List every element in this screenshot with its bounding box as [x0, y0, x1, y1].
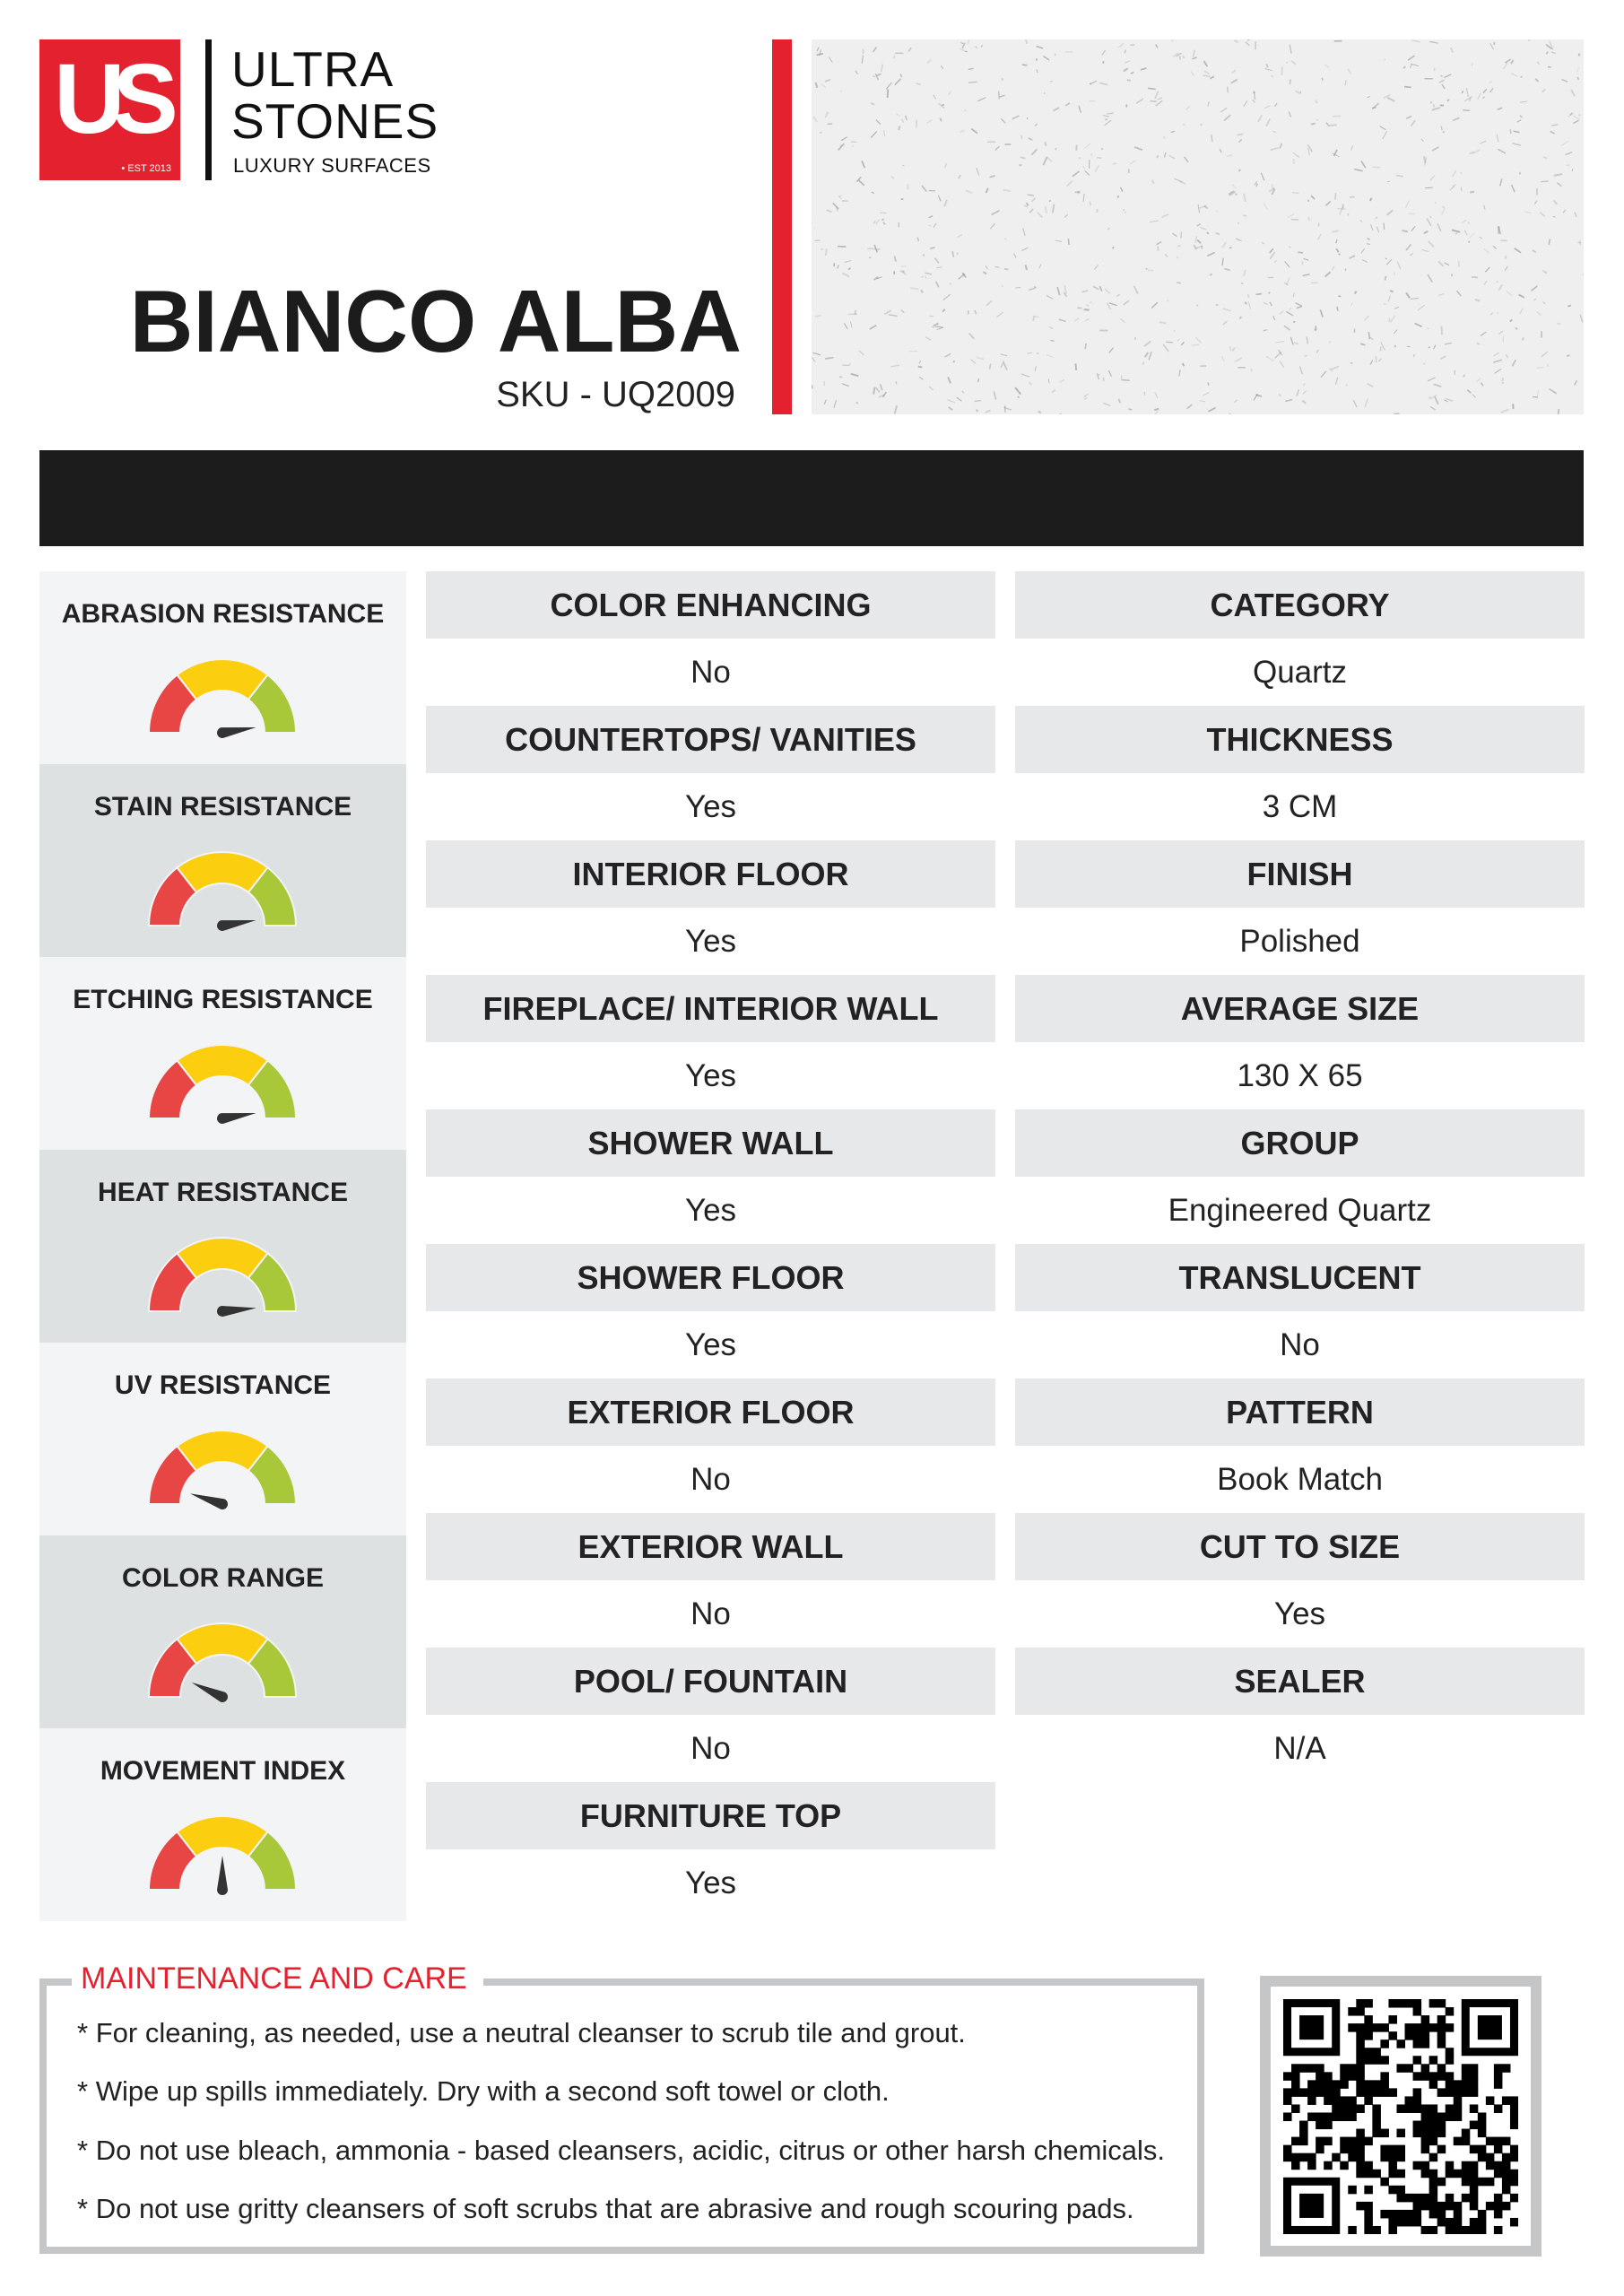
spec-value: Yes [684, 1865, 737, 1900]
spec-column-properties: CATEGORY Quartz THICKNESS 3 CM FINISH Polishe… [1015, 571, 1585, 1782]
spec-value: No [690, 654, 731, 690]
gauge-segment-high [247, 1444, 298, 1505]
product-sku: SKU - UQ2009 [496, 375, 735, 414]
gauge-segment-high [247, 673, 298, 734]
spec-label: SHOWER FLOOR [426, 1244, 995, 1311]
brand-name-line2: STONES [231, 93, 439, 149]
gauge-stain-resistance: STAIN RESISTANCE [39, 764, 406, 957]
gauge-needle [191, 1682, 228, 1702]
gauge-color-range: COLOR RANGE [39, 1535, 406, 1728]
maintenance-item: * Wipe up spills immediately. Dry with a… [77, 2075, 890, 2107]
spec-value: 3 CM [1262, 788, 1338, 824]
gauge-movement-index: MOVEMENT INDEX [39, 1728, 406, 1921]
spec-value: No [690, 1730, 731, 1766]
gauge-heat-resistance: HEAT RESISTANCE [39, 1150, 406, 1343]
gauge-etching-resistance: ETCHING RESISTANCE [39, 957, 406, 1150]
spec-label: COLOR ENHANCING [426, 571, 995, 639]
spec-value: Yes [684, 1192, 737, 1228]
gauge-needle [217, 920, 256, 931]
gauge-meter-icon [147, 1237, 298, 1317]
gauge-meter-icon [147, 1044, 298, 1124]
maintenance-title: MAINTENANCE AND CARE [72, 1961, 483, 1996]
spec-label: SHOWER WALL [426, 1109, 995, 1177]
gauge-abrasion-resistance: ABRASION RESISTANCE [39, 571, 406, 764]
accent-bar [772, 39, 792, 414]
spec-label: SEALER [1015, 1648, 1585, 1715]
spec-value: Quartz [1252, 654, 1348, 690]
spec-value: N/A [1273, 1730, 1326, 1766]
spec-label: POOL/ FOUNTAIN [426, 1648, 995, 1715]
gauge-meter-icon [147, 658, 298, 738]
spec-label: TRANSLUCENT [1015, 1244, 1585, 1311]
spec-value: 130 X 65 [1237, 1057, 1363, 1093]
spec-label: CUT TO SIZE [1015, 1513, 1585, 1580]
stone-sample-image [812, 39, 1584, 414]
gauge-label: MOVEMENT INDEX [100, 1756, 346, 1786]
spec-value: No [690, 1596, 731, 1631]
gauge-segment-high [247, 1637, 298, 1698]
brand-logo: US • EST 2013 [39, 39, 180, 180]
spec-label: FINISH [1015, 840, 1585, 908]
logo-letters: US [54, 44, 178, 154]
spec-label: EXTERIOR FLOOR [426, 1378, 995, 1446]
gauge-label: UV RESISTANCE [114, 1370, 332, 1400]
spec-value: Yes [684, 1326, 737, 1362]
maintenance-box: * For cleaning, as needed, use a neutral… [39, 1979, 1204, 2254]
gauge-segment-high [247, 1830, 298, 1891]
gauge-label: COLOR RANGE [122, 1563, 324, 1593]
spec-label: CATEGORY [1015, 571, 1585, 639]
logo-est: • EST 2013 [121, 163, 171, 174]
spec-value: Yes [1273, 1596, 1326, 1631]
gauge-meter-icon [147, 1622, 298, 1702]
gauge-needle [217, 727, 256, 738]
gauge-needle [189, 1493, 228, 1509]
spec-value: No [690, 1461, 731, 1497]
spec-label: AVERAGE SIZE [1015, 975, 1585, 1042]
spec-label: FIREPLACE/ INTERIOR WALL [426, 975, 995, 1042]
spec-value: Yes [684, 923, 737, 959]
gauge-segment-high [247, 1251, 298, 1312]
maintenance-item: * Do not use gritty cleansers of soft sc… [77, 2193, 1134, 2224]
gauge-segment-high [247, 865, 298, 926]
gauge-label: ETCHING RESISTANCE [73, 985, 373, 1014]
maintenance-item: * For cleaning, as needed, use a neutral… [77, 2017, 966, 2048]
gauge-meter-icon [147, 1815, 298, 1895]
spec-value: No [1280, 1326, 1320, 1362]
maintenance-item: * Do not use bleach, ammonia - based cle… [77, 2135, 1166, 2166]
gauge-meter-icon [147, 851, 298, 931]
spec-value: Yes [684, 1057, 737, 1093]
gauge-label: HEAT RESISTANCE [98, 1178, 348, 1207]
qr-code-frame[interactable] [1260, 1976, 1541, 2257]
gauge-segment-high [247, 1058, 298, 1119]
spec-label: PATTERN [1015, 1378, 1585, 1446]
spec-value: Yes [684, 788, 737, 824]
spec-column-applications: COLOR ENHANCING No COUNTERTOPS/ VANITIES Ye… [426, 571, 995, 1917]
spec-value: Polished [1239, 923, 1360, 959]
gauge-label: STAIN RESISTANCE [93, 792, 352, 822]
gauge-needle [217, 1306, 256, 1317]
qr-code-icon[interactable] [1283, 1999, 1518, 2234]
gauge-label: ABRASION RESISTANCE [61, 599, 385, 629]
gauge-uv-resistance: UV RESISTANCE [39, 1343, 406, 1535]
brand-name-line1: ULTRA [231, 41, 395, 97]
gauge-needle [217, 1113, 256, 1124]
spec-label: COUNTERTOPS/ VANITIES [426, 706, 995, 773]
product-title: BIANCO ALBA [129, 272, 742, 370]
spec-label: EXTERIOR WALL [426, 1513, 995, 1580]
spec-label: GROUP [1015, 1109, 1585, 1177]
spec-value: Book Match [1217, 1461, 1383, 1497]
spec-label: INTERIOR FLOOR [426, 840, 995, 908]
gauge-meter-icon [147, 1430, 298, 1509]
header-band [39, 450, 1584, 546]
gauge-needle [217, 1856, 228, 1895]
spec-value: Engineered Quartz [1168, 1192, 1432, 1228]
logo-divider [205, 39, 212, 180]
spec-label: THICKNESS [1015, 706, 1585, 773]
gauge-panel: ABRASION RESISTANCE STAIN RESISTANCE ETCHI… [39, 571, 406, 1921]
spec-label: FURNITURE TOP [426, 1782, 995, 1849]
brand-tagline: LUXURY SURFACES [233, 154, 431, 177]
